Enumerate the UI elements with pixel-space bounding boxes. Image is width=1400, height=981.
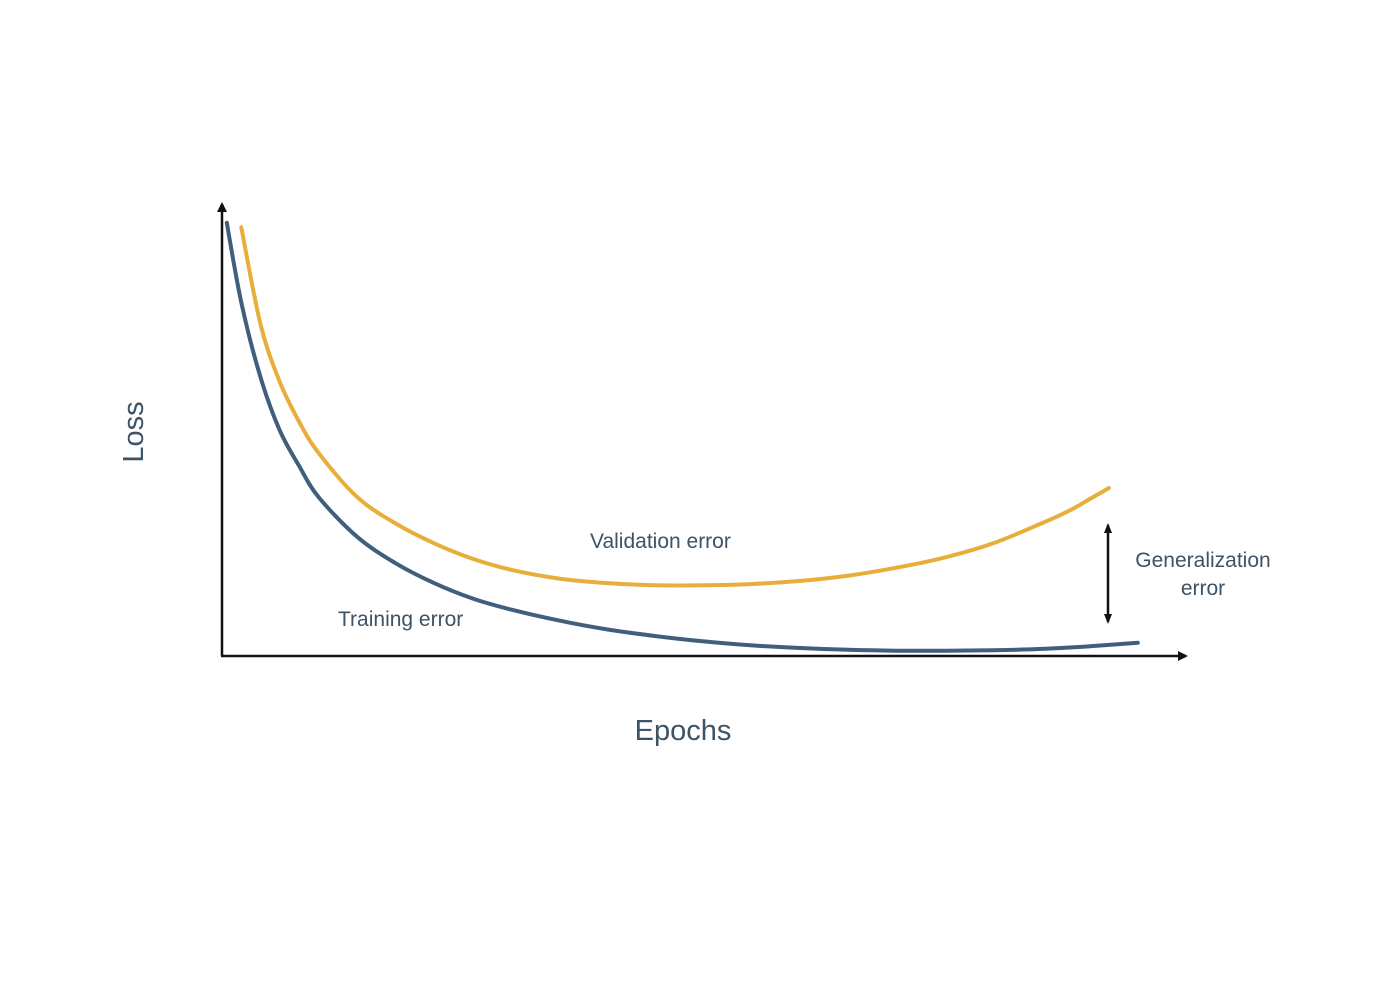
series-line-training-error (224, 220, 1140, 653)
training-error-label: Training error (338, 608, 463, 631)
x-axis-title: Epochs (635, 715, 732, 747)
series-layer (224, 220, 1140, 653)
validation-error-label: Validation error (590, 530, 731, 553)
series-line-validation-error (239, 225, 1111, 588)
generalization-error-label-line2: error (1181, 577, 1225, 600)
generalization-error-label-line1: Generalization (1135, 549, 1270, 572)
y-axis-title: Loss (118, 401, 150, 462)
